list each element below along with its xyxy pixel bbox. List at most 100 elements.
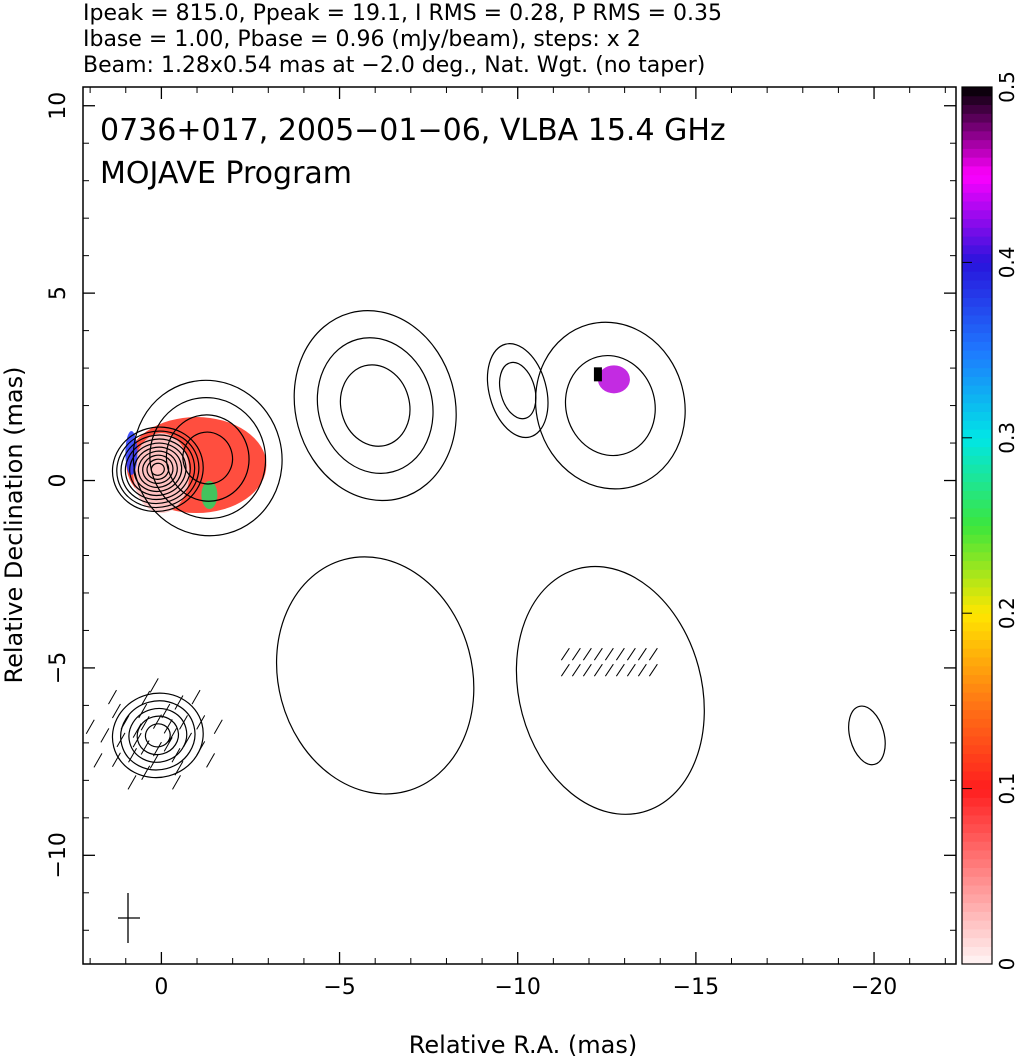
- colorbar-bin: [962, 183, 992, 193]
- evpa-stick: [191, 689, 201, 705]
- colorbar-bin: [962, 613, 992, 623]
- evpa-stick: [85, 719, 95, 734]
- colorbar-bin: [962, 139, 992, 149]
- colorbar-bin: [962, 130, 992, 141]
- colorbar-bin: [962, 446, 992, 456]
- colorbar-bin: [962, 753, 992, 763]
- colorbar-bin: [962, 367, 992, 377]
- colorbar-bin: [962, 569, 992, 579]
- colorbar-bin: [962, 271, 992, 281]
- colorbar-bin: [962, 849, 992, 860]
- contour-line: [534, 321, 686, 490]
- evpa-stick: [100, 728, 110, 743]
- colorbar-bin: [962, 788, 992, 798]
- evpa-stick: [196, 715, 206, 730]
- evpa-stick: [141, 690, 151, 706]
- colorbar-bin: [962, 841, 992, 851]
- contour-line: [116, 430, 200, 509]
- evpa-stick: [183, 732, 192, 748]
- x-tick-label: −10: [494, 975, 540, 1000]
- colorbar-bin: [962, 218, 992, 228]
- evpa-stick: [138, 703, 148, 719]
- evpa-stick: [108, 689, 117, 705]
- evpa-stick: [163, 719, 173, 734]
- colorbar-bin: [962, 306, 992, 316]
- evpa-stick: [637, 647, 647, 661]
- colorbar-bin: [962, 157, 992, 167]
- y-axis-title: Relative Declination (mas): [0, 366, 28, 683]
- evpa-stick: [571, 663, 581, 677]
- colorbar-bin: [962, 586, 992, 597]
- colorbar-bin: [962, 814, 992, 825]
- evpa-stick: [163, 737, 173, 752]
- colorbar-bin: [962, 771, 992, 781]
- evpa-stick: [571, 647, 581, 661]
- y-tick-label: 0: [46, 474, 71, 488]
- colorbar-bin: [962, 499, 992, 509]
- x-tick-label: −5: [323, 975, 355, 1000]
- contour-line: [564, 354, 656, 457]
- colorbar-bin: [962, 534, 992, 544]
- colorbar: 0 0.1 0.2 0.3 0.4 0.5: [961, 71, 1019, 971]
- evpa-stick: [174, 695, 184, 710]
- header-line-3: Beam: 1.28x0.54 mas at −2.0 deg., Nat. W…: [83, 53, 705, 78]
- colorbar-bin: [962, 718, 992, 728]
- colorbar-bin: [962, 279, 992, 290]
- evpa-stick: [196, 741, 206, 756]
- colorbar-bin: [962, 87, 992, 97]
- evpa-stick: [141, 765, 151, 781]
- evpa-stick: [116, 732, 126, 748]
- colorbar-bin: [962, 823, 992, 833]
- colorbar-bin: [962, 507, 992, 518]
- colorbar-bin: [962, 665, 992, 676]
- evpa-stick: [637, 663, 647, 677]
- x-tick-label: 0: [154, 975, 168, 1000]
- y-tick-label: −10: [46, 832, 71, 878]
- colorbar-bin: [962, 455, 992, 465]
- colorbar-bin: [962, 253, 992, 263]
- colorbar-bin: [962, 209, 992, 220]
- colorbar-bin: [962, 876, 992, 886]
- evpa-stick: [161, 703, 171, 719]
- contour-line: [128, 707, 188, 763]
- y-tick-label: 5: [46, 286, 71, 300]
- contour-line: [144, 723, 171, 748]
- colorbar-bin: [962, 376, 992, 386]
- colorbar-bin: [962, 885, 992, 895]
- x-tick-label: −20: [851, 975, 897, 1000]
- colorbar-bin: [962, 358, 992, 369]
- contour-line: [165, 414, 250, 502]
- colorbar-bin: [962, 420, 992, 430]
- evpa-stick: [172, 775, 181, 790]
- inset-title: 0736+017, 2005−01−06, VLBA 15.4 GHz: [100, 113, 726, 148]
- colorbar-tick-label: 0: [995, 958, 1019, 971]
- colorbar-bin: [962, 411, 992, 421]
- colorbar-bin: [962, 683, 992, 693]
- colorbar-bin: [962, 858, 992, 869]
- colorbar-bin: [962, 648, 992, 658]
- evpa-stick: [179, 715, 188, 730]
- evpa-stick: [149, 754, 159, 769]
- colorbar-bin: [962, 525, 992, 535]
- colorbar-bin: [962, 867, 992, 877]
- colorbar-tick-label: 0.3: [995, 422, 1019, 454]
- colorbar-bin: [962, 920, 992, 930]
- colorbar-bin: [962, 113, 992, 123]
- polarization-fraction-knot-edge: [593, 367, 602, 382]
- colorbar-tick-label: 0.4: [995, 246, 1019, 278]
- contour-line: [120, 700, 196, 771]
- axis-ticks: 0 −5 −10 −15 −20 10 5 0 −5 −10: [46, 87, 956, 1000]
- colorbar-bin: [962, 709, 992, 719]
- evpa-stick: [111, 752, 121, 768]
- contour-layer: [111, 310, 886, 815]
- evpa-stick: [560, 663, 570, 677]
- evpa-stick: [604, 663, 614, 677]
- header-line-1: Ipeak = 815.0, Ppeak = 19.1, I RMS = 0.2…: [83, 1, 722, 26]
- x-tick-label: −15: [673, 975, 719, 1000]
- colorbar-bin: [962, 490, 992, 500]
- contour-line: [316, 337, 434, 474]
- evpa-stick: [152, 741, 162, 757]
- contour-line: [339, 364, 411, 447]
- colorbar-bin: [962, 244, 992, 255]
